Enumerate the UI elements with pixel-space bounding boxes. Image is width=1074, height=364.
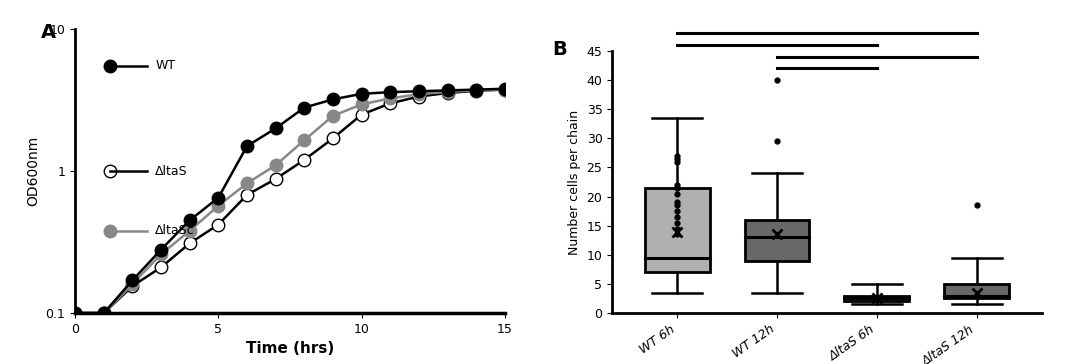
ΔltaS bbox=[126, 284, 139, 288]
WT bbox=[355, 92, 368, 96]
ΔltaSc bbox=[326, 114, 339, 118]
ΔltaSc bbox=[98, 311, 111, 315]
WT bbox=[297, 106, 310, 110]
WT bbox=[326, 97, 339, 102]
ΔltaSc bbox=[155, 252, 168, 256]
ΔltaS bbox=[441, 91, 454, 95]
WT bbox=[126, 278, 139, 282]
ΔltaSc bbox=[212, 203, 224, 208]
ΔltaSc bbox=[441, 90, 454, 94]
Bar bbox=[644, 188, 710, 272]
ΔltaSc bbox=[69, 311, 82, 315]
WT bbox=[383, 90, 396, 94]
ΔltaS bbox=[155, 265, 168, 269]
WT bbox=[212, 195, 224, 200]
WT bbox=[498, 87, 511, 91]
ΔltaSc bbox=[412, 92, 425, 96]
WT bbox=[441, 88, 454, 92]
Y-axis label: Number cells per chain: Number cells per chain bbox=[568, 110, 581, 254]
Line: WT: WT bbox=[69, 83, 511, 319]
Y-axis label: OD600nm: OD600nm bbox=[26, 136, 40, 206]
ΔltaSc bbox=[297, 138, 310, 142]
WT bbox=[69, 311, 82, 315]
Text: ΔltaS: ΔltaS bbox=[156, 165, 188, 178]
Bar bbox=[944, 284, 1010, 298]
ΔltaS bbox=[498, 87, 511, 92]
Text: B: B bbox=[552, 40, 567, 59]
ΔltaSc bbox=[469, 88, 482, 92]
ΔltaS bbox=[355, 112, 368, 117]
Text: WT: WT bbox=[156, 59, 175, 72]
WT bbox=[270, 126, 282, 131]
ΔltaS bbox=[412, 94, 425, 99]
ΔltaSc bbox=[270, 163, 282, 167]
WT bbox=[469, 87, 482, 92]
ΔltaS bbox=[69, 311, 82, 315]
Line: ΔltaSc: ΔltaSc bbox=[69, 83, 511, 319]
WT bbox=[412, 89, 425, 94]
ΔltaS bbox=[469, 88, 482, 93]
ΔltaS bbox=[326, 136, 339, 141]
ΔltaS bbox=[241, 193, 253, 197]
WT bbox=[98, 311, 111, 315]
X-axis label: Time (hrs): Time (hrs) bbox=[246, 341, 334, 356]
ΔltaS bbox=[383, 101, 396, 106]
ΔltaSc bbox=[355, 102, 368, 107]
Line: ΔltaS: ΔltaS bbox=[69, 83, 511, 319]
ΔltaS bbox=[98, 311, 111, 315]
Text: A: A bbox=[41, 23, 56, 43]
ΔltaSc bbox=[383, 96, 396, 100]
ΔltaS bbox=[184, 241, 197, 245]
ΔltaS bbox=[212, 222, 224, 227]
WT bbox=[241, 144, 253, 148]
Bar bbox=[844, 296, 910, 301]
ΔltaSc bbox=[498, 87, 511, 92]
ΔltaSc bbox=[241, 181, 253, 186]
WT bbox=[184, 218, 197, 222]
ΔltaSc bbox=[184, 229, 197, 233]
ΔltaSc bbox=[126, 282, 139, 286]
ΔltaS bbox=[270, 177, 282, 181]
WT bbox=[155, 248, 168, 252]
Text: ΔltaSc: ΔltaSc bbox=[156, 224, 195, 237]
ΔltaS bbox=[297, 158, 310, 162]
Bar bbox=[744, 220, 810, 261]
